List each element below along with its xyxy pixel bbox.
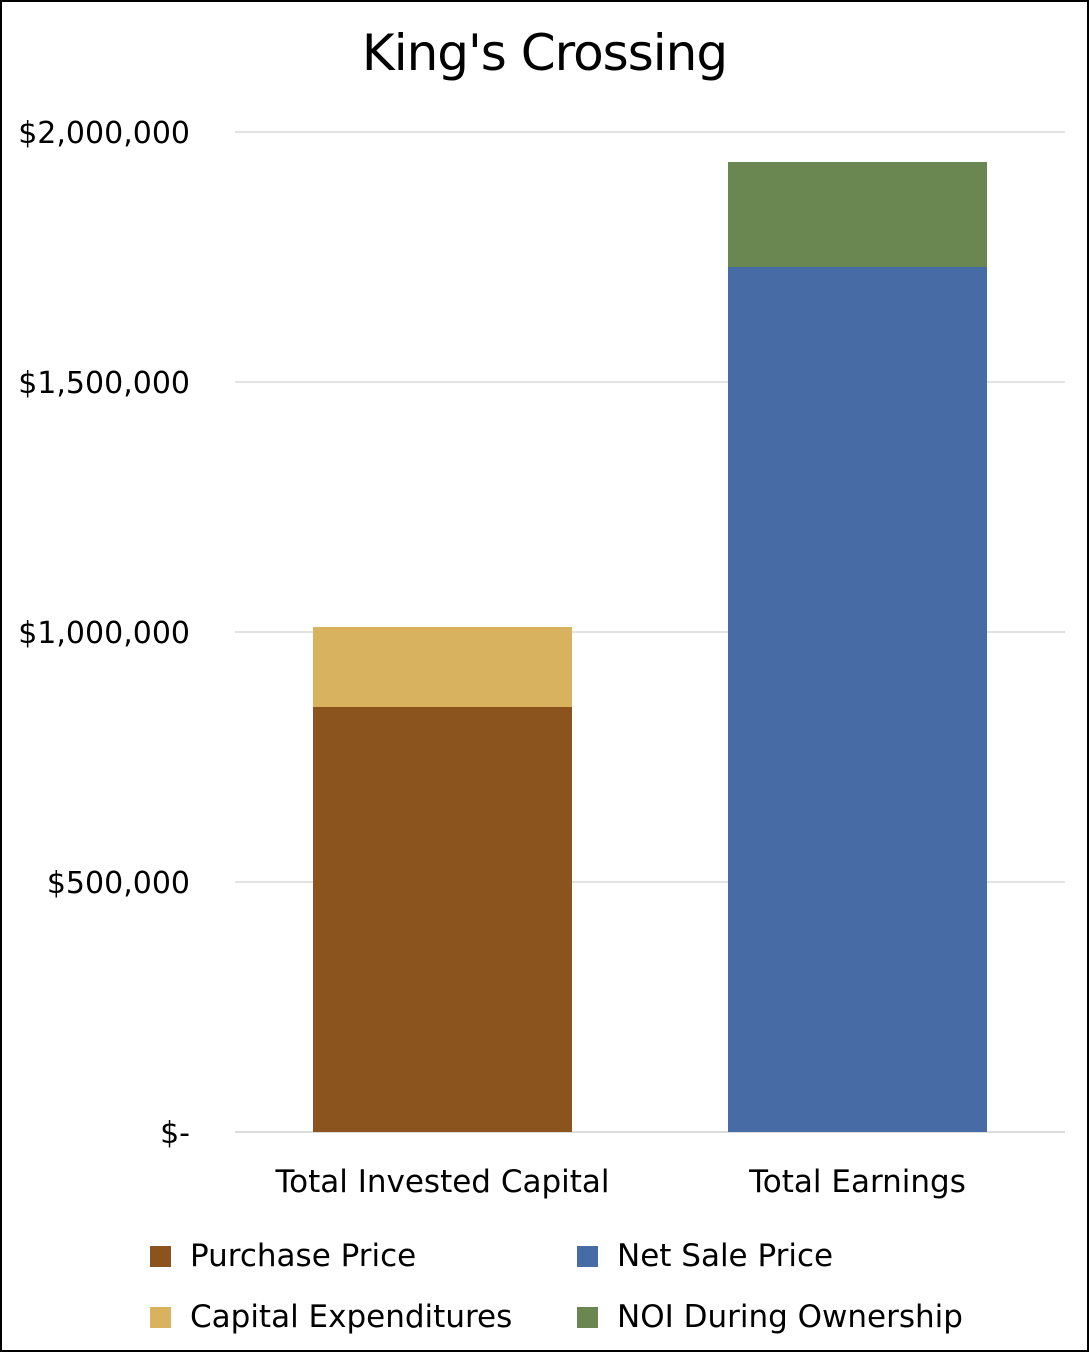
legend-label: Net Sale Price: [617, 1238, 834, 1274]
bar-segment: [728, 267, 987, 1132]
y-tick-label: $500,000: [47, 866, 190, 901]
legend-item-capital-expenditures: Capital Expenditures: [150, 1299, 512, 1335]
legend-swatch: [577, 1245, 598, 1267]
x-tick-label: Total Earnings: [748, 1164, 966, 1200]
bar-segment: [313, 627, 572, 707]
legend-swatch: [150, 1245, 171, 1267]
legend-label: Purchase Price: [190, 1238, 417, 1274]
legend-item-noi-during-ownership: NOI During Ownership: [577, 1299, 963, 1335]
legend-label: Capital Expenditures: [190, 1299, 513, 1335]
legend-item-net-sale-price: Net Sale Price: [577, 1238, 833, 1274]
y-tick-label: $2,000,000: [18, 116, 190, 151]
legend-label: NOI During Ownership: [617, 1299, 963, 1335]
x-tick-label: Total Invested Capital: [274, 1164, 609, 1200]
legend-swatch: [577, 1306, 598, 1328]
legend-item-purchase-price: Purchase Price: [150, 1238, 416, 1274]
chart-title: King's Crossing: [361, 24, 728, 82]
y-tick-label: $1,500,000: [18, 366, 190, 401]
bar-segment: [313, 707, 572, 1132]
bar-segment: [728, 162, 987, 267]
y-tick-label: $-: [160, 1116, 190, 1151]
legend-swatch: [150, 1306, 171, 1328]
y-tick-label: $1,000,000: [18, 616, 190, 651]
